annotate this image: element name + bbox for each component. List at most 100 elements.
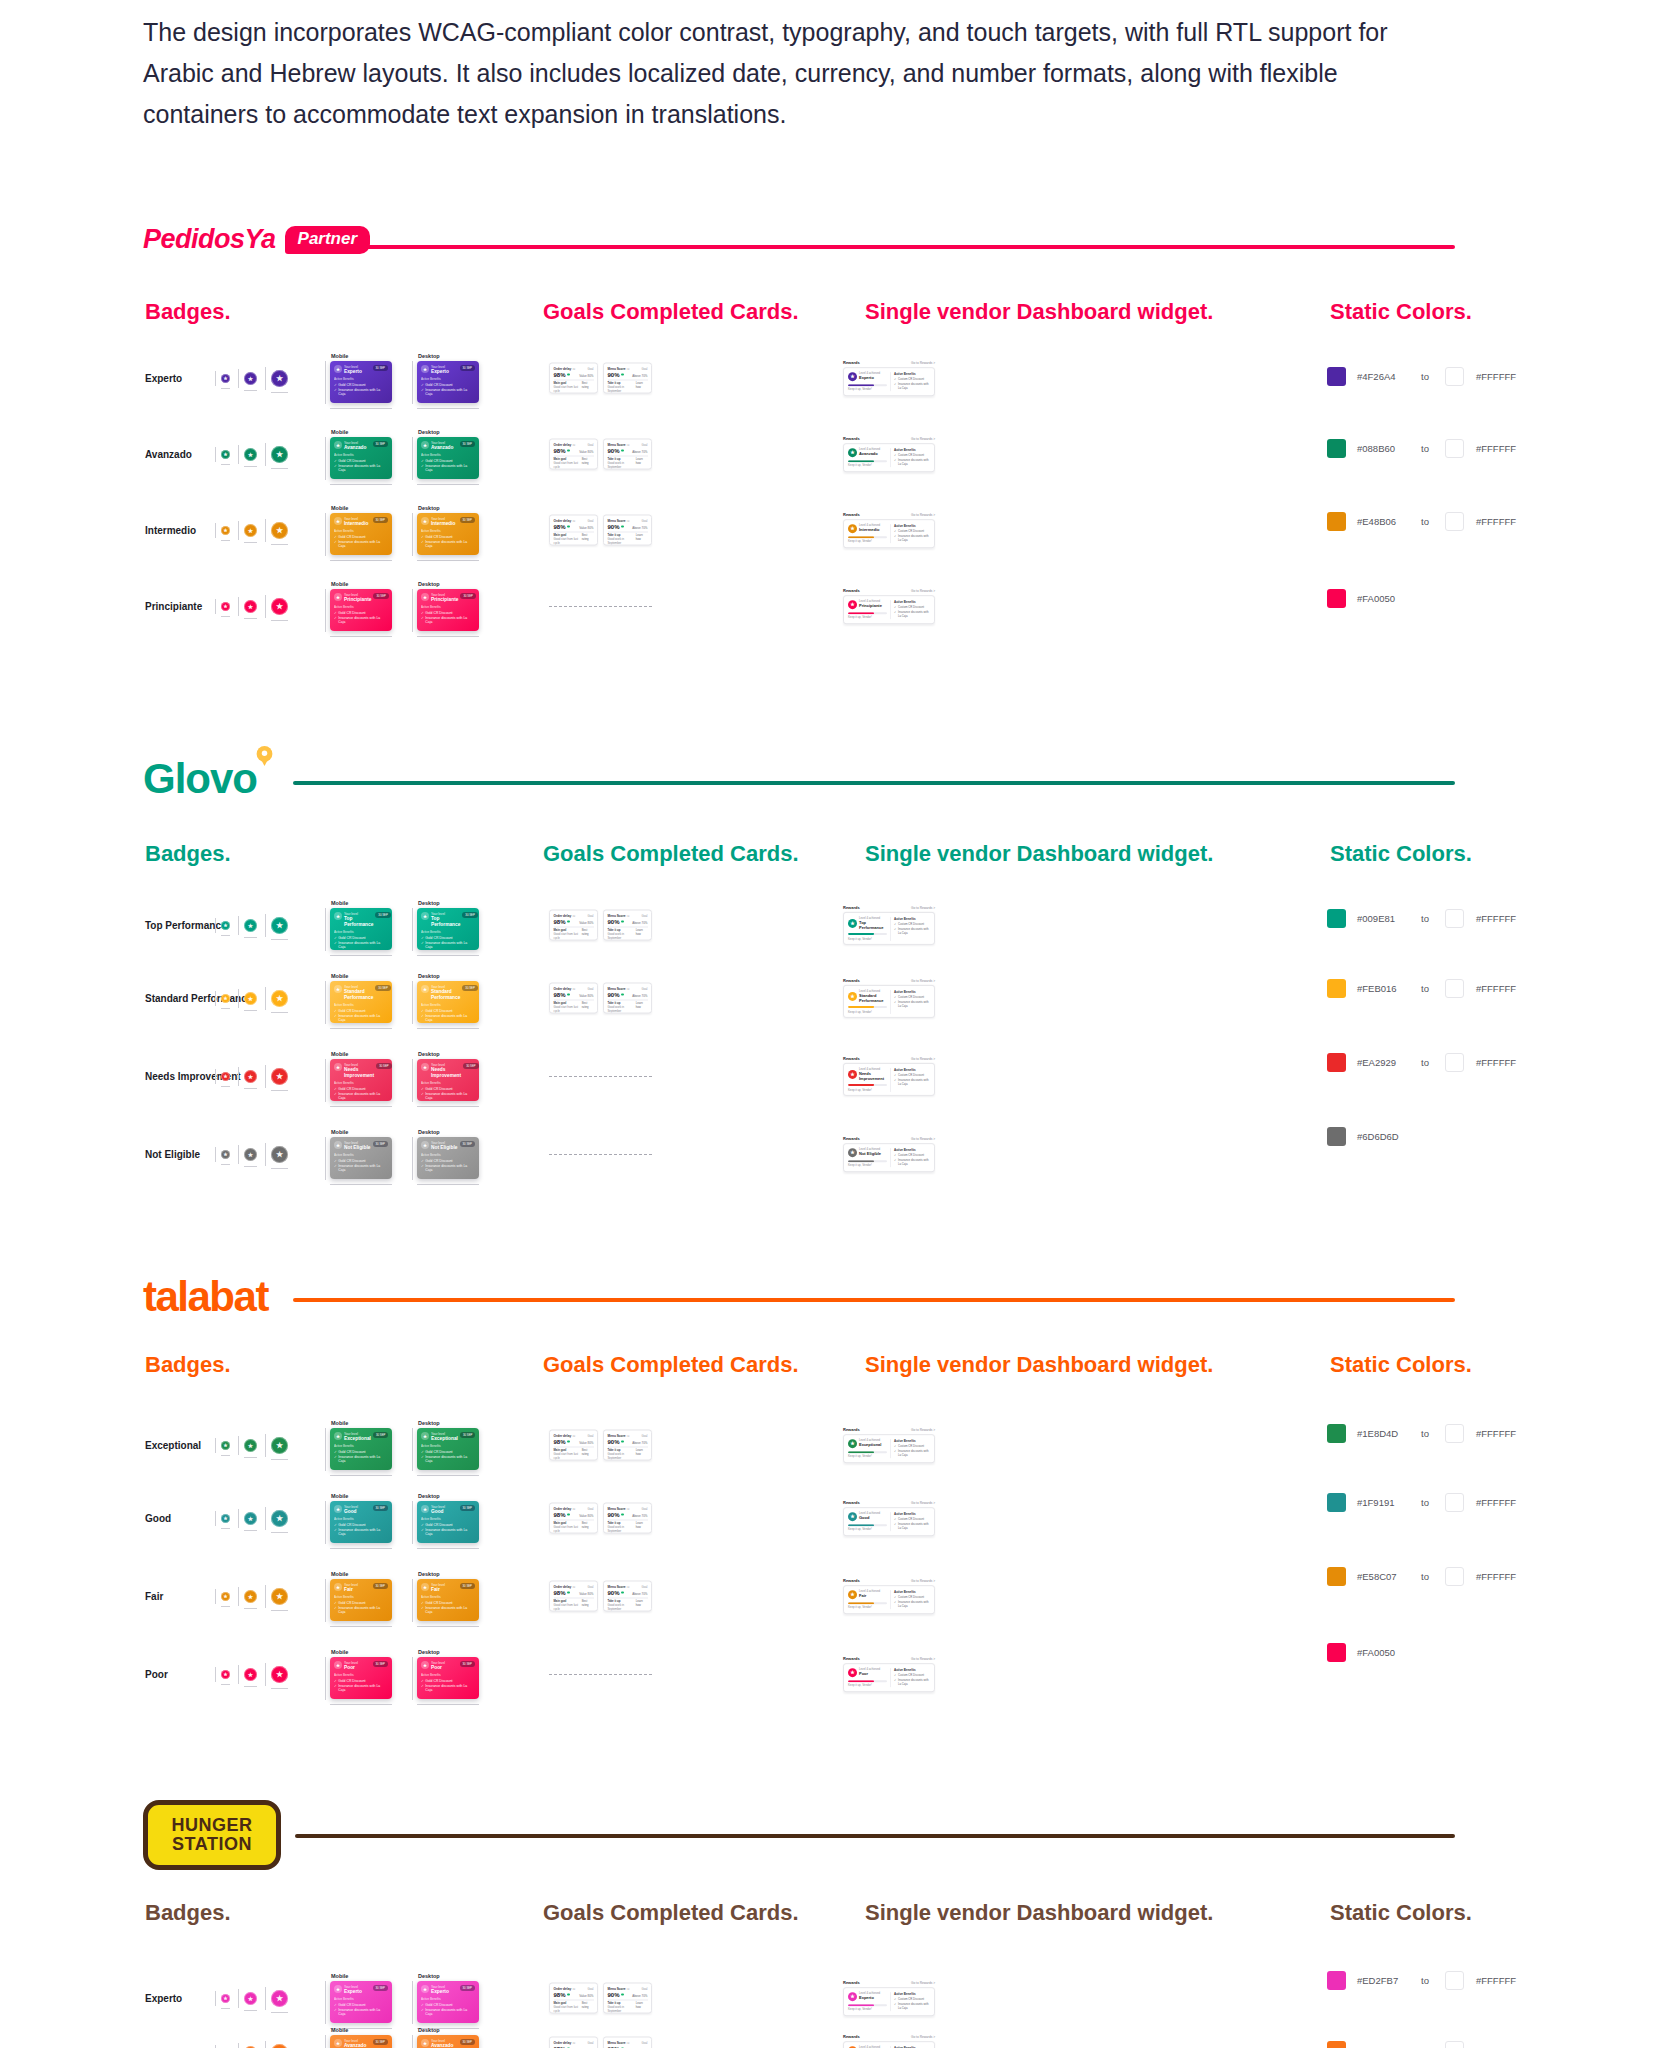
goal-title: Menu Score bbox=[608, 1987, 626, 1991]
goals-heading: Goals Completed Cards. bbox=[543, 1900, 799, 1926]
mobile-level-card: Mobile ★ Your levelAvanzado 30 SEP Activ… bbox=[330, 2027, 392, 2048]
card-frame: ★ Your levelAvanzado 30 SEP Active Benef… bbox=[417, 2035, 479, 2048]
widget-level-panel: ★ Level 4 achievedExperto Keep it up, Ve… bbox=[848, 1992, 890, 2012]
widget-badge-icon: ★ bbox=[848, 1992, 857, 2001]
level-card: ★ Your levelAvanzado 30 SEP Active Benef… bbox=[330, 2035, 392, 2048]
goal-label: Goal bbox=[642, 1987, 648, 1991]
level-card-header: ★ Your levelAvanzado 30 SEP bbox=[421, 2039, 475, 2048]
info-icon[interactable]: ⓘ bbox=[627, 1987, 630, 1991]
design-system-page: The design incorporates WCAG-compliant c… bbox=[0, 0, 1670, 2048]
hungerstation-logo: HUNGER STATION bbox=[143, 1800, 281, 1870]
static-color-row: to #FFFFFF bbox=[1327, 2040, 1516, 2048]
widget-card: ★ Level 4 achievedExperto Keep it up, Ve… bbox=[843, 1987, 935, 2016]
active-benefits-label: Active Benefits bbox=[894, 1992, 930, 1996]
dashboard-widget: Rewards Go to Rewards > ★ Level 4 achieve… bbox=[843, 1980, 935, 2016]
badge-size-small: ★ bbox=[221, 1994, 230, 2003]
ruler-mark bbox=[221, 2008, 230, 2009]
badge-size-large: ★ bbox=[271, 2044, 288, 2048]
goal-card: Menu ScoreⓘGoal 90%Above 70% Take it upG… bbox=[603, 1983, 652, 2014]
level-badge-icon: ★ bbox=[421, 2039, 429, 2047]
goal-card: Order delayⓘGoal 98%Value 80% Main goalG… bbox=[549, 1983, 598, 2014]
colors-heading: Static Colors. bbox=[1330, 1900, 1472, 1926]
check-icon: ✓ bbox=[421, 2003, 424, 2007]
active-benefits-label: Active Benefits bbox=[334, 1997, 388, 2001]
rewards-label: Rewards bbox=[843, 2034, 860, 2039]
color-swatch bbox=[1327, 2041, 1346, 2048]
widget-benefits-panel: Active Benefits ✓Custom CR Discount ✓Ins… bbox=[890, 1992, 930, 2012]
progress-note: Keep it up, Vendor! bbox=[848, 2007, 887, 2011]
badge-size-variants: ★ ★ ★ bbox=[221, 2014, 288, 2048]
hungerstation-wordmark: HUNGER bbox=[171, 1816, 252, 1835]
your-level-label: Your level bbox=[431, 2039, 453, 2043]
goal-target: Value 80% bbox=[579, 1994, 593, 1998]
benefit-text: Gold CR Discount bbox=[338, 2003, 365, 2007]
date-pill: 30 SEP bbox=[373, 1985, 389, 1991]
ruler-mark bbox=[215, 1991, 216, 2006]
benefit-text: Custom CR Discount bbox=[898, 1997, 924, 2001]
go-to-rewards-link[interactable]: Go to Rewards > bbox=[911, 2035, 935, 2039]
your-level-label: Your level bbox=[344, 1985, 362, 1989]
desktop-label: Desktop bbox=[418, 1973, 479, 1979]
to-label: to bbox=[1421, 2045, 1429, 2048]
benefit-item: ✓Custom CR Discount bbox=[894, 1997, 930, 2001]
goal-foot-link[interactable]: Best rating bbox=[582, 2002, 594, 2013]
info-icon[interactable]: ⓘ bbox=[572, 1987, 575, 1991]
goal-card: Order delayⓘGoal 98%Value 80% Main goalG… bbox=[549, 2037, 598, 2048]
info-icon[interactable]: ⓘ bbox=[572, 2041, 575, 2045]
status-dot bbox=[621, 1993, 624, 1996]
check-icon: ✓ bbox=[421, 2008, 424, 2012]
active-benefits-label: Active Benefits bbox=[421, 1997, 475, 2001]
ruler-mark bbox=[271, 2012, 288, 2013]
check-icon: ✓ bbox=[334, 2003, 337, 2007]
ruler-mark bbox=[265, 1987, 266, 2010]
badge-size-medium: ★ bbox=[244, 1992, 257, 2005]
rewards-label: Rewards bbox=[843, 1980, 860, 1985]
level-name: Avanzado bbox=[431, 2043, 453, 2048]
brand-section: HUNGER STATION Badges. Goals Completed C… bbox=[0, 0, 1670, 2048]
progress-bar bbox=[848, 2004, 887, 2006]
status-dot bbox=[567, 1993, 570, 1996]
go-to-rewards-link[interactable]: Go to Rewards > bbox=[911, 1981, 935, 1985]
level-badge-icon: ★ bbox=[334, 1985, 342, 1993]
ruler-mark bbox=[412, 2035, 413, 2048]
color-hex: #ED2FB7 bbox=[1357, 1975, 1421, 1986]
mobile-label: Mobile bbox=[331, 1973, 392, 1979]
mobile-label: Mobile bbox=[331, 2027, 392, 2033]
level-name: Experto bbox=[344, 1989, 362, 1995]
level-card: ★ Your levelAvanzado 30 SEP Active Benef… bbox=[417, 2035, 479, 2048]
check-icon: ✓ bbox=[334, 2008, 337, 2012]
ruler-mark bbox=[238, 1989, 239, 2008]
ruler-mark bbox=[325, 2035, 326, 2048]
level-badge-icon: ★ bbox=[334, 2039, 342, 2047]
level-card-header: ★ Your levelAvanzado 30 SEP bbox=[334, 2039, 388, 2048]
level-name: Experto bbox=[859, 1995, 880, 2000]
goal-foot-link[interactable]: Learn how bbox=[636, 2002, 648, 2013]
color-swatch bbox=[1327, 1971, 1346, 1990]
level-card-header: ★ Your levelExperto 30 SEP bbox=[421, 1985, 475, 1995]
goal-foot-sub: Good work in September bbox=[608, 2004, 624, 2012]
ruler-mark bbox=[238, 2043, 239, 2048]
level-card-header: ★ Your levelExperto 30 SEP bbox=[334, 1985, 388, 1995]
benefit-text: Gold CR Discount bbox=[425, 2003, 452, 2007]
date-pill: 30 SEP bbox=[373, 2039, 389, 2045]
card-frame: ★ Your levelAvanzado 30 SEP Active Benef… bbox=[330, 2035, 392, 2048]
badges-heading: Badges. bbox=[145, 1900, 231, 1926]
info-icon[interactable]: ⓘ bbox=[627, 2041, 630, 2045]
badge-icon: ★ bbox=[271, 1990, 288, 2007]
goal-card: Menu ScoreⓘGoal 90%Above 70% Take it upG… bbox=[603, 2037, 652, 2048]
dashboard-widget: RewardsGo to Rewards > ★ Level 4 achieve… bbox=[843, 2034, 935, 2048]
goals-completed-cards: Order delayⓘGoal 98%Value 80% Main goalG… bbox=[549, 1983, 652, 2014]
badge-icon: ★ bbox=[244, 1992, 257, 2005]
badge-icon: ★ bbox=[221, 1994, 230, 2003]
white-swatch bbox=[1445, 2041, 1464, 2048]
benefit-item: ✓Gold CR Discount bbox=[334, 2003, 388, 2007]
white-swatch bbox=[1445, 1971, 1464, 1990]
white-hex: #FFFFFF bbox=[1476, 2045, 1516, 2048]
level-name: Experto bbox=[431, 1989, 449, 1995]
to-label: to bbox=[1421, 1975, 1429, 1986]
badge-icon: ★ bbox=[271, 2044, 288, 2048]
goals-completed-cards: Order delayⓘGoal 98%Value 80% Main goalG… bbox=[549, 2037, 652, 2048]
ruler-mark bbox=[244, 2010, 257, 2011]
goal-label: Goal bbox=[588, 1987, 594, 1991]
your-level-label: Your level bbox=[431, 1985, 449, 1989]
